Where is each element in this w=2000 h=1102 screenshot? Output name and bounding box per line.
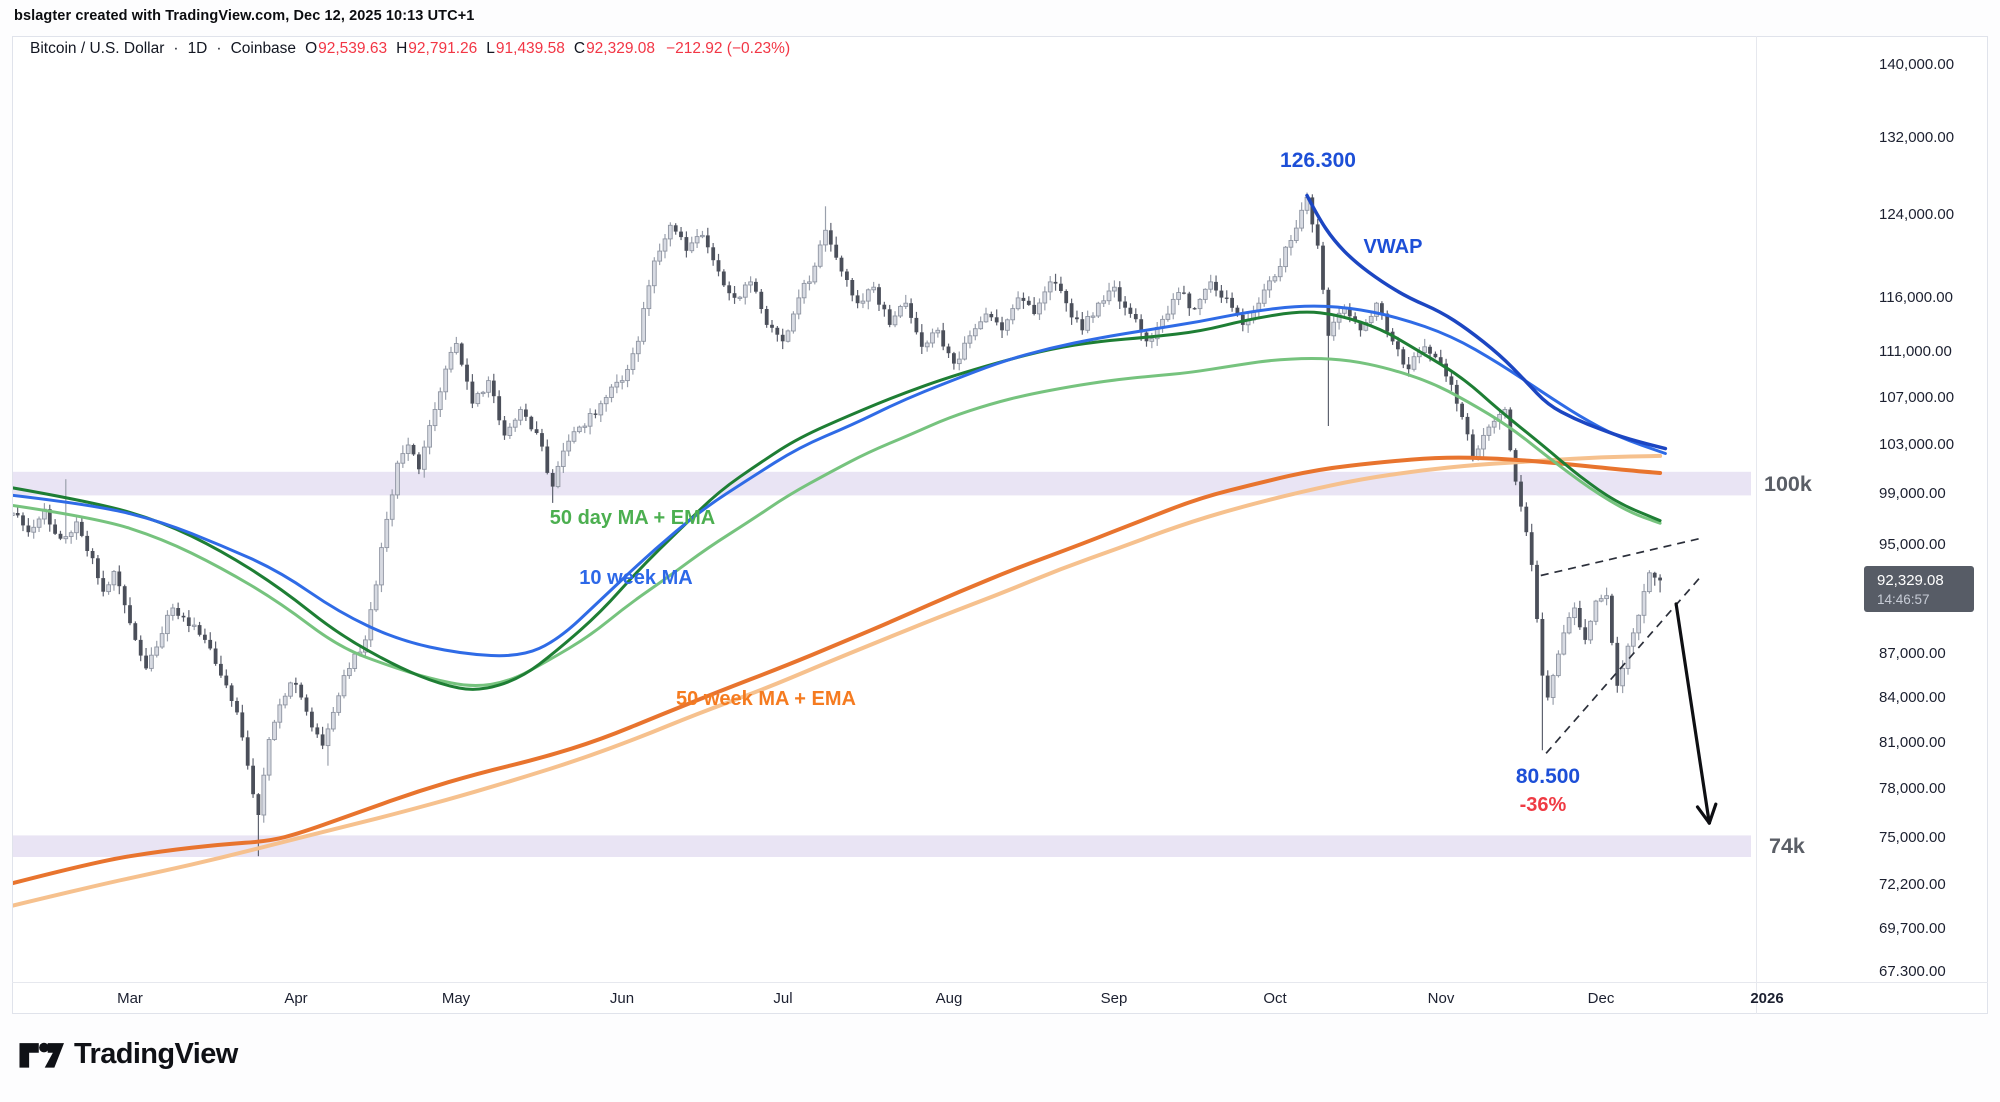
month-tick-label: Sep — [1100, 990, 1128, 1007]
price-tick-label: 107,000.00 — [1879, 389, 1955, 406]
drawing-annotations[interactable] — [1540, 537, 1718, 825]
tradingview-logo[interactable]: TradingView — [18, 1038, 238, 1071]
price-tick-label: 84,000.00 — [1879, 689, 1946, 706]
candlestick-series[interactable] — [10, 192, 1662, 857]
tradingview-wordmark: TradingView — [74, 1038, 238, 1070]
projection-arrowhead — [1707, 802, 1718, 825]
annotation-vwap-label: VWAP — [1363, 236, 1423, 258]
tradingview-mark-icon — [19, 1042, 64, 1068]
price-axis-separator[interactable] — [1756, 36, 1757, 1014]
month-tick-label: 2026 — [1750, 990, 1784, 1007]
price-tick-label: 67.300.00 — [1879, 963, 1946, 980]
month-tick-label: Apr — [284, 990, 308, 1007]
exchange-label[interactable]: Coinbase — [230, 40, 297, 57]
time-axis-separator[interactable] — [12, 982, 1988, 983]
month-tick-label: May — [441, 990, 471, 1007]
bar-countdown: 14:46:57 — [1877, 592, 1930, 607]
interval-label[interactable]: 1D — [187, 40, 208, 57]
annotation-50day-ma-label: 50 day MA + EMA — [549, 507, 716, 529]
price-tick-label: 78,000.00 — [1879, 780, 1946, 797]
ma-50-week-line[interactable] — [12, 455, 1663, 886]
wedge-lower-trendline[interactable] — [1545, 573, 1704, 754]
annotation-drop-percent: -36% — [1519, 794, 1567, 816]
price-tick-label: 69,700.00 — [1879, 920, 1946, 937]
separator-dot: · — [216, 40, 222, 57]
month-tick-label: Jun — [609, 990, 635, 1007]
price-tick-label: 111,000.00 — [1879, 343, 1952, 360]
price-tick-label: 103,000.00 — [1879, 436, 1955, 453]
ma-50-day-ema-line[interactable] — [12, 357, 1662, 688]
wedge-upper-trendline[interactable] — [1540, 537, 1700, 577]
ohlc-low: L 91,439.58 — [486, 40, 565, 57]
price-tick-label: 75,000.00 — [1879, 829, 1946, 846]
annotation-low-target: 80.500 — [1515, 765, 1581, 788]
annotation-peak-price: 126.300 — [1280, 149, 1356, 172]
ma-50-day-line[interactable] — [12, 310, 1662, 691]
annotation-50week-ma-label: 50 week MA + EMA — [676, 688, 856, 710]
ma-10-week-line[interactable] — [12, 304, 1667, 658]
ohlc-high: H 92,791.26 — [396, 40, 478, 57]
symbol-title[interactable]: Bitcoin / U.S. Dollar — [30, 40, 165, 57]
ohlc-close: C 92,329.08 — [573, 40, 656, 57]
change-value: −212.92 (−0.23%) — [666, 40, 791, 57]
annotation-10week-ma-label: 10 week MA — [579, 567, 693, 589]
price-tick-label: 132,000.00 — [1879, 129, 1955, 146]
ma-50-week-ema-line[interactable] — [12, 453, 1663, 908]
current-price-value: 92,329.08 — [1877, 572, 1944, 589]
price-tick-label: 95,000.00 — [1879, 536, 1946, 553]
annotation-zone-100k: 100k — [1764, 472, 1812, 496]
price-tick-label: 140,000.00 — [1879, 56, 1955, 73]
month-tick-label: Oct — [1263, 990, 1287, 1007]
price-tick-label: 87,000.00 — [1879, 645, 1946, 662]
current-price-label: 92,329.08 14:46:57 — [1864, 566, 1974, 612]
vwap-line[interactable] — [1305, 193, 1668, 451]
month-tick-label: Nov — [1427, 990, 1455, 1007]
annotation-zone-74k: 74k — [1769, 834, 1805, 858]
ohlc-open: O 92,539.63 — [305, 40, 388, 57]
price-tick-label: 124,000.00 — [1879, 206, 1955, 223]
month-tick-label: Jul — [773, 990, 793, 1007]
separator-dot: · — [173, 40, 179, 57]
projection-arrowhead — [1695, 805, 1711, 825]
attribution-text: bslagter created with TradingView.com, D… — [14, 8, 475, 24]
month-tick-label: Mar — [117, 990, 143, 1007]
projection-arrow[interactable] — [1674, 602, 1711, 825]
month-tick-label: Aug — [935, 990, 963, 1007]
price-tick-label: 116,000.00 — [1879, 289, 1953, 306]
price-tick-label: 99,000.00 — [1879, 485, 1946, 502]
price-tick-label: 72,200.00 — [1879, 876, 1946, 893]
month-tick-label: Dec — [1587, 990, 1615, 1007]
indicator-lines — [12, 193, 1668, 908]
price-tick-label: 81,000.00 — [1879, 734, 1946, 751]
